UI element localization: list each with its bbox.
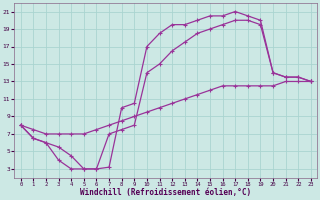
X-axis label: Windchill (Refroidissement éolien,°C): Windchill (Refroidissement éolien,°C) [80,188,252,197]
